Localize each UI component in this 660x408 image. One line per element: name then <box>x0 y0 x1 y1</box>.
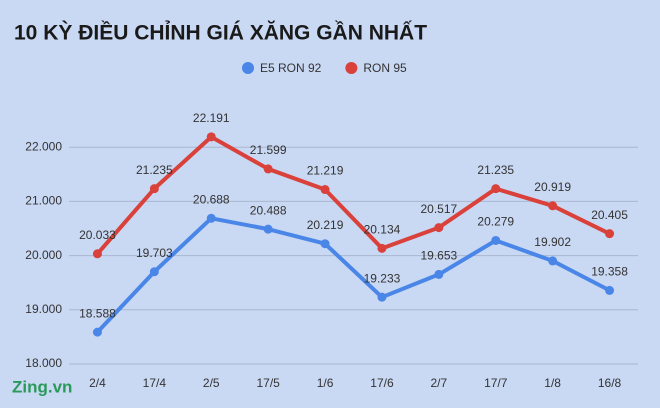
x-tick-label: 2/5 <box>203 376 220 390</box>
y-tick-label: 20.000 <box>25 248 62 262</box>
point <box>377 292 387 302</box>
point <box>263 224 273 234</box>
y-tick-label: 22.000 <box>25 139 62 153</box>
point <box>206 132 216 142</box>
x-tick-label: 17/6 <box>370 376 394 390</box>
value-label: 21.235 <box>477 163 514 177</box>
y-tick-label: 18.000 <box>25 356 62 370</box>
value-label: 19.233 <box>364 271 401 285</box>
point <box>149 184 159 194</box>
y-tick-label: 21.000 <box>25 194 62 208</box>
point <box>263 164 273 174</box>
value-label: 19.653 <box>420 249 457 263</box>
x-tick-label: 2/4 <box>89 376 106 390</box>
x-tick-label: 17/4 <box>143 376 167 390</box>
value-label: 18.588 <box>79 306 116 320</box>
watermark: Zing.vn <box>12 377 72 396</box>
point <box>92 327 102 337</box>
line <box>95 134 611 256</box>
point <box>377 243 387 253</box>
value-label: 21.599 <box>250 143 287 157</box>
x-tick-label: 1/8 <box>544 376 561 390</box>
value-label: 20.219 <box>307 218 344 232</box>
value-label: 20.488 <box>250 203 287 217</box>
value-label: 21.219 <box>307 164 344 178</box>
legend-marker <box>242 62 254 74</box>
x-tick-label: 17/5 <box>256 376 280 390</box>
value-label: 19.902 <box>534 235 571 249</box>
point <box>548 201 558 211</box>
point <box>548 256 558 266</box>
value-label: 22.191 <box>193 111 230 125</box>
y-tick-label: 19.000 <box>25 302 62 316</box>
point <box>491 235 501 245</box>
x-tick-label: 2/7 <box>431 376 448 390</box>
point <box>206 213 216 223</box>
value-label: 19.703 <box>136 246 173 260</box>
value-label: 21.235 <box>136 163 173 177</box>
value-label: 20.688 <box>193 192 230 206</box>
point <box>491 184 501 194</box>
point <box>149 267 159 277</box>
point <box>605 229 615 239</box>
point <box>320 185 330 195</box>
x-tick-label: 1/6 <box>317 376 334 390</box>
chart-title: 10 KỲ ĐIỀU CHỈNH GIÁ XĂNG GẦN NHẤT <box>14 21 427 45</box>
point <box>434 269 444 279</box>
legend-label: E5 RON 92 <box>260 61 322 75</box>
point <box>320 239 330 249</box>
value-label: 20.033 <box>79 228 116 242</box>
legend-label: RON 95 <box>363 61 407 75</box>
value-label: 20.517 <box>420 202 457 216</box>
point <box>92 249 102 259</box>
x-tick-label: 17/7 <box>484 376 508 390</box>
value-label: 20.279 <box>477 215 514 229</box>
value-label: 20.919 <box>534 180 571 194</box>
point <box>434 223 444 233</box>
value-label: 19.358 <box>591 265 628 279</box>
x-tick-label: 16/8 <box>598 376 622 390</box>
point <box>605 285 615 295</box>
value-label: 20.405 <box>591 208 628 222</box>
legend-marker <box>345 62 358 74</box>
value-label: 20.134 <box>364 223 401 237</box>
line <box>95 216 611 334</box>
